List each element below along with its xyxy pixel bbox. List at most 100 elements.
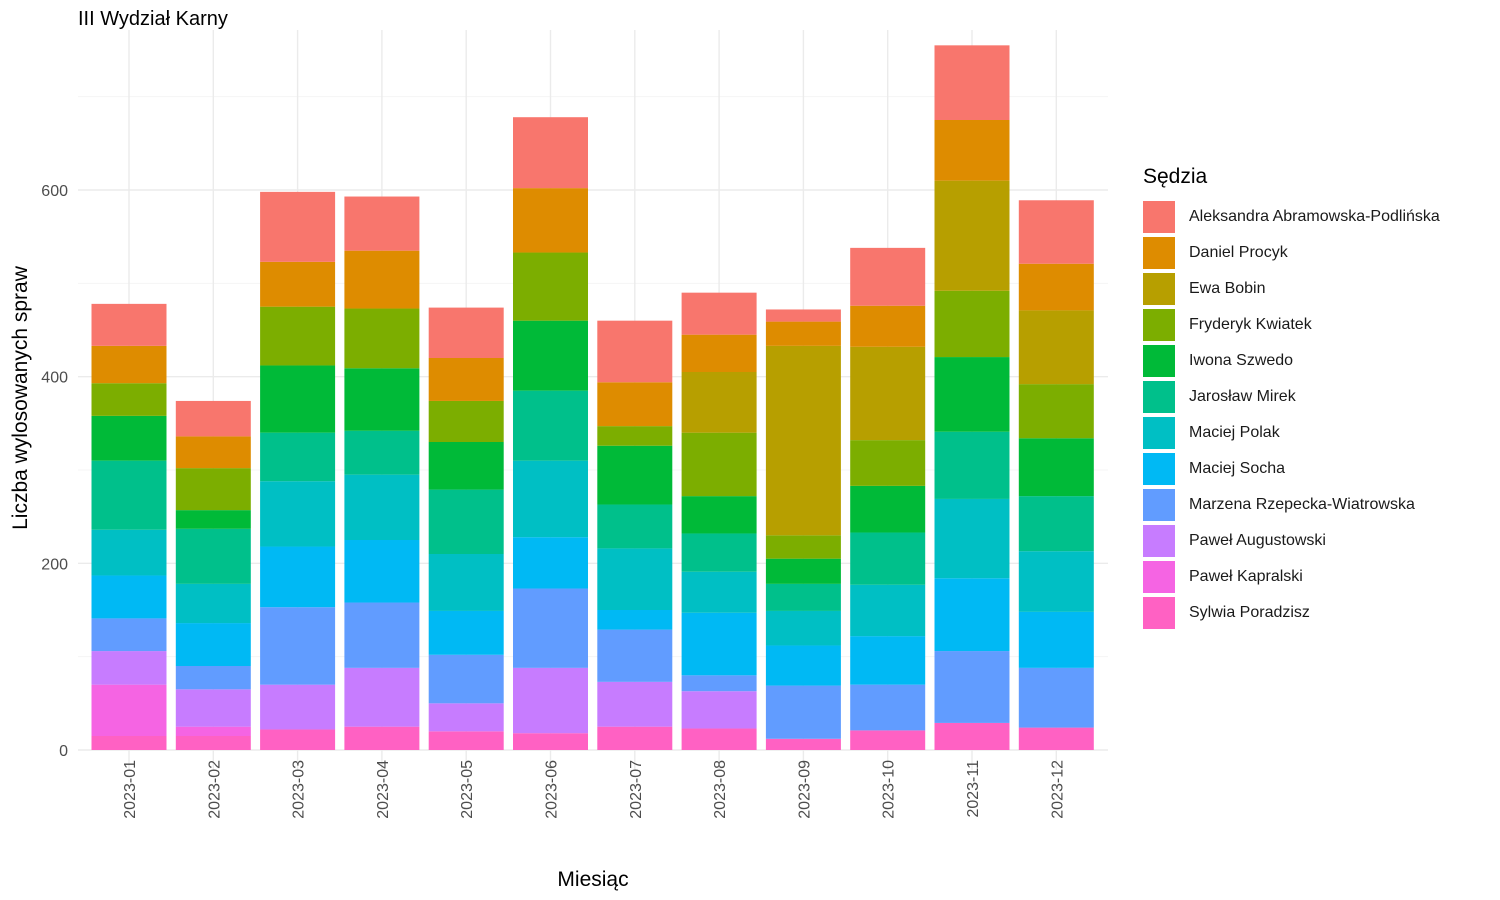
bar-segment: [681, 728, 757, 750]
bar-segment: [260, 684, 336, 730]
bar-segment: [1018, 200, 1094, 264]
bar-segment: [428, 358, 504, 401]
bar-segment: [175, 400, 251, 437]
x-tick-label: 2023-09: [796, 760, 813, 819]
legend-swatch: [1143, 237, 1175, 269]
bar-segment: [428, 442, 504, 490]
bar-segment: [597, 548, 673, 610]
bar-segment: [1018, 611, 1094, 668]
legend-label: Paweł Augustowski: [1189, 532, 1326, 549]
bar-segment: [344, 667, 420, 727]
x-tick-label: 2023-08: [712, 760, 729, 819]
legend-swatch: [1143, 309, 1175, 341]
legend-swatch: [1143, 201, 1175, 233]
bar-segment: [597, 610, 673, 630]
bar-segment: [934, 578, 1010, 652]
bar-segment: [597, 629, 673, 682]
bar-segment: [428, 654, 504, 704]
legend-item: Daniel Procyk: [1143, 235, 1440, 271]
bar-segment: [850, 440, 926, 486]
legend-item: Ewa Bobin: [1143, 271, 1440, 307]
bar-segment: [175, 736, 251, 750]
bar-segment: [175, 666, 251, 690]
legend-title: Sędzia: [1143, 165, 1208, 188]
x-axis-ticks: 2023-01 2023-02 2023-03 2023-04 2023-05 2023-…: [122, 760, 1066, 819]
bar-segment: [91, 383, 167, 416]
x-tick-label: 2023-03: [291, 760, 308, 819]
bar-segment: [681, 334, 757, 372]
legend-item: Jarosław Mirek: [1143, 379, 1440, 415]
bar-segment: [597, 382, 673, 427]
bar-segment: [850, 346, 926, 441]
bar-segment: [260, 432, 336, 482]
bar-segment: [344, 196, 420, 251]
bar-segment: [681, 675, 757, 692]
y-tick-label: 600: [41, 183, 68, 200]
bar-segment: [597, 504, 673, 549]
bar-segment: [344, 474, 420, 540]
legend: Sędzia Aleksandra Abramowska-Podlińska Da…: [1143, 165, 1440, 631]
legend-swatch: [1143, 345, 1175, 377]
y-tick-label: 0: [59, 743, 68, 760]
bar-segment: [344, 602, 420, 668]
bar-segment: [91, 460, 167, 530]
legend-swatch: [1143, 417, 1175, 449]
bar-segment: [260, 607, 336, 685]
bar-segment: [428, 307, 504, 358]
y-tick-label: 400: [41, 370, 68, 387]
bar-segment: [1018, 667, 1094, 728]
legend-label: Ewa Bobin: [1189, 280, 1266, 297]
bar-segment: [765, 558, 841, 584]
bar-segment: [175, 436, 251, 469]
bar-segment: [1018, 384, 1094, 439]
bar-segment: [260, 365, 336, 433]
legend-swatch: [1143, 273, 1175, 305]
legend-swatch: [1143, 381, 1175, 413]
legend-label: Marzena Rzepecka-Wiatrowska: [1189, 496, 1415, 513]
legend-label: Daniel Procyk: [1189, 244, 1288, 261]
bar-segment: [175, 623, 251, 666]
bar-segment: [513, 390, 588, 461]
bar-segment: [765, 345, 841, 536]
bar-segment: [934, 498, 1010, 579]
bar-segment: [765, 645, 841, 686]
bar-segment: [765, 535, 841, 559]
x-tick-label: 2023-04: [375, 760, 392, 819]
bar-segment: [1018, 727, 1094, 750]
bar-segment: [765, 738, 841, 750]
bar-segment: [681, 691, 757, 729]
legend-swatch: [1143, 489, 1175, 521]
bar-segment: [260, 729, 336, 750]
chart-title: III Wydział Karny: [78, 8, 228, 30]
bar-segment: [597, 426, 673, 446]
bar-segment: [681, 533, 757, 572]
bar-segment: [934, 120, 1010, 181]
legend-label: Fryderyk Kwiatek: [1189, 316, 1312, 333]
bar-segment: [681, 372, 757, 433]
bar-segment: [260, 306, 336, 366]
bar-segment: [344, 250, 420, 309]
bar-segment: [428, 554, 504, 611]
bar-segment: [513, 537, 588, 589]
bar-segment: [513, 460, 588, 538]
bar-segment: [175, 528, 251, 584]
bar-segment: [850, 636, 926, 685]
bar-segment: [344, 726, 420, 750]
bar-segment: [428, 489, 504, 554]
bar-segment: [344, 308, 420, 369]
legend-swatch: [1143, 525, 1175, 557]
bar-segment: [344, 368, 420, 431]
bar-segment: [513, 667, 588, 734]
x-axis-label: Miesiąc: [557, 868, 628, 891]
bar-segment: [428, 400, 504, 442]
bar-segment: [175, 689, 251, 727]
y-tick-label: 200: [41, 556, 68, 573]
x-tick-label: 2023-05: [459, 760, 476, 819]
bar-segment: [260, 261, 336, 307]
y-axis-ticks: 0 200 400 600: [41, 183, 68, 760]
bar-segment: [681, 496, 757, 534]
bar-segment: [344, 430, 420, 475]
bar-segment: [91, 415, 167, 461]
legend-label: Sylwia Poradzisz: [1189, 604, 1310, 621]
